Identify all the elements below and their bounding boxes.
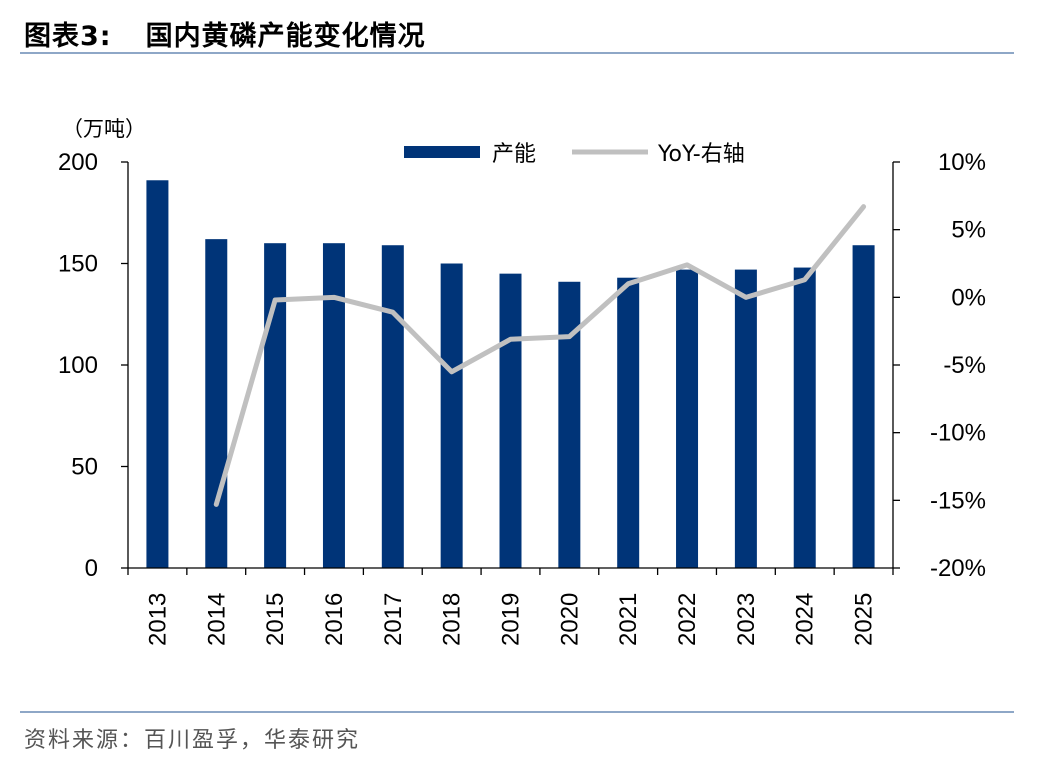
x-tick-label-2019: 2019 bbox=[498, 593, 525, 646]
bar-2017 bbox=[382, 245, 404, 568]
x-tick-label-2016: 2016 bbox=[321, 593, 348, 646]
legend-bar-label: 产能 bbox=[492, 142, 536, 167]
yoy-point-2015 bbox=[275, 300, 276, 301]
right-tick-label: -20% bbox=[930, 555, 986, 582]
legend-line-label: YoY-右轴 bbox=[657, 142, 745, 167]
left-tick-label: 100 bbox=[58, 352, 98, 379]
right-tick-label: -15% bbox=[930, 487, 986, 514]
x-tick-label-2014: 2014 bbox=[203, 593, 230, 646]
x-tick-label-2018: 2018 bbox=[439, 593, 466, 646]
yoy-point-2019 bbox=[510, 339, 511, 340]
bar-2024 bbox=[794, 268, 816, 568]
x-tick-label-2025: 2025 bbox=[851, 593, 878, 646]
yoy-point-2020 bbox=[569, 336, 570, 337]
x-tick-label-2021: 2021 bbox=[615, 593, 642, 646]
yoy-point-2017 bbox=[392, 312, 393, 313]
bottom-divider bbox=[20, 711, 1014, 713]
bar-2025 bbox=[853, 245, 875, 568]
bar-2013 bbox=[146, 180, 168, 568]
bar-2015 bbox=[264, 243, 286, 568]
x-tick-label-2017: 2017 bbox=[380, 593, 407, 646]
yoy-point-2022 bbox=[687, 264, 688, 265]
right-tick-label: 5% bbox=[951, 217, 986, 244]
right-tick-label: -10% bbox=[930, 420, 986, 447]
bar-2018 bbox=[441, 264, 463, 569]
yoy-point-2016 bbox=[333, 297, 334, 298]
yoy-line-series bbox=[216, 206, 864, 505]
bar-2020 bbox=[558, 282, 580, 568]
x-tick-label-2024: 2024 bbox=[792, 593, 819, 646]
x-tick-label-2015: 2015 bbox=[262, 593, 289, 646]
right-tick-label: 0% bbox=[951, 284, 986, 311]
bar-2023 bbox=[735, 270, 757, 568]
right-tick-label: -5% bbox=[943, 352, 986, 379]
source-note: 资料来源：百川盈孚，华泰研究 bbox=[24, 722, 360, 754]
bar-2014 bbox=[205, 239, 227, 568]
bar-2021 bbox=[617, 278, 639, 568]
x-tick-label-2020: 2020 bbox=[556, 593, 583, 646]
yoy-point-2025 bbox=[863, 206, 864, 207]
right-tick-label: 10% bbox=[938, 149, 986, 176]
left-tick-label: 50 bbox=[71, 454, 98, 481]
capacity-chart: 0 50 100 150 200 -20% -15% -10% -5% 0% 5% 10% 2013 20… bbox=[0, 0, 1048, 710]
bar-2016 bbox=[323, 243, 345, 568]
bar-2019 bbox=[500, 274, 522, 568]
x-tick-label-2023: 2023 bbox=[733, 593, 760, 646]
left-tick-label: 150 bbox=[58, 251, 98, 278]
x-tick-label-2022: 2022 bbox=[674, 593, 701, 646]
yoy-line bbox=[216, 207, 863, 505]
yoy-point-2023 bbox=[745, 297, 746, 298]
yoy-point-2021 bbox=[628, 283, 629, 284]
left-tick-label: 0 bbox=[85, 555, 98, 582]
legend-bar-swatch bbox=[404, 146, 480, 158]
yoy-point-2014 bbox=[216, 504, 217, 505]
bar-2022 bbox=[676, 270, 698, 568]
left-tick-label: 200 bbox=[58, 149, 98, 176]
x-tick-label-2013: 2013 bbox=[144, 593, 171, 646]
yoy-point-2018 bbox=[451, 371, 452, 372]
yoy-point-2024 bbox=[804, 279, 805, 280]
chart-legend: 产能 YoY-右轴 bbox=[404, 142, 745, 167]
